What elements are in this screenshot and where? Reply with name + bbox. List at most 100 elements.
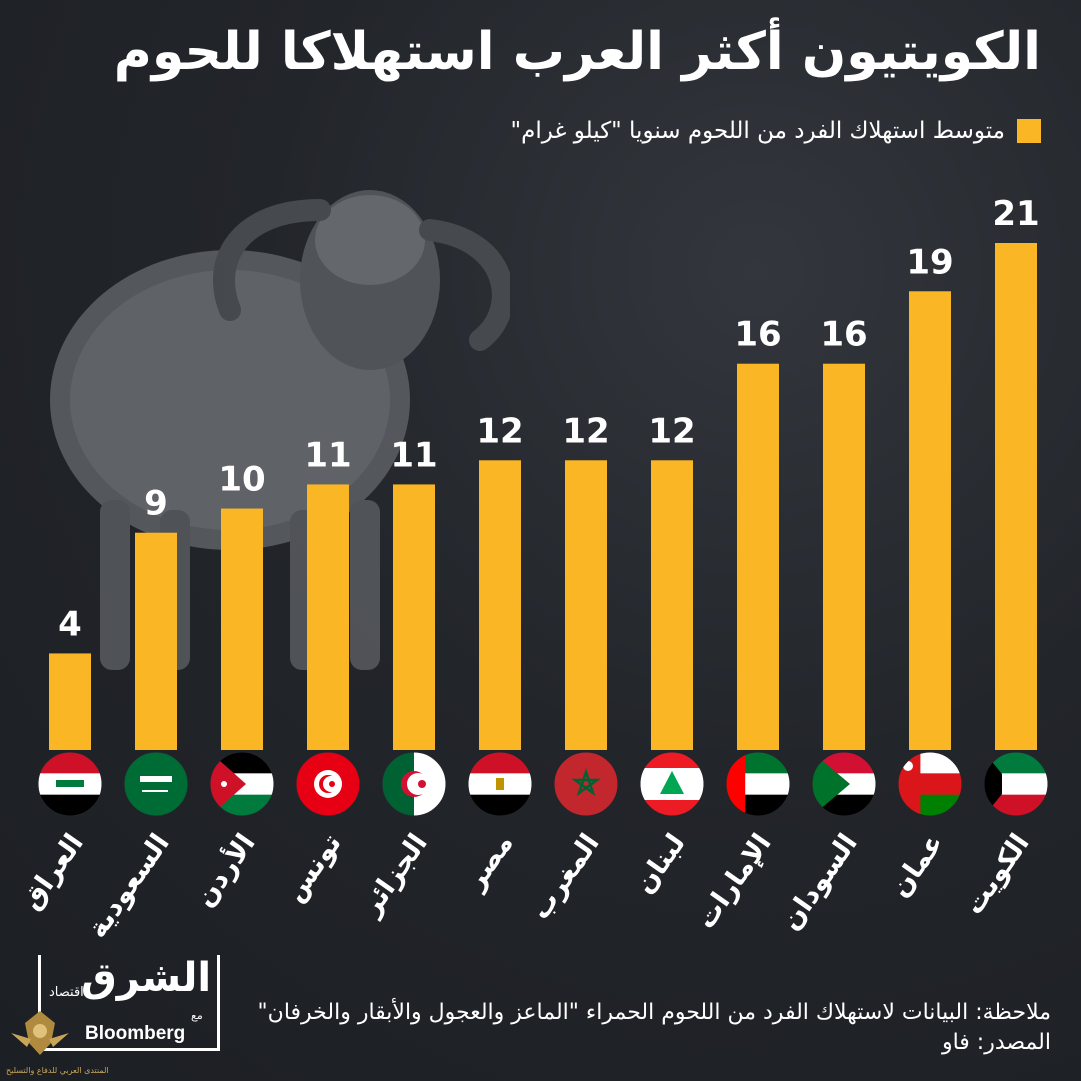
bar-value-label: 16 [820, 315, 867, 355]
note-text: ملاحظة: البيانات لاستهلاك الفرد من اللحو… [257, 1000, 1051, 1025]
bar-value-label: 12 [476, 411, 523, 451]
flag-icon [811, 751, 877, 817]
category-label: عمان [884, 828, 949, 903]
logo-with-text: مع [191, 1009, 203, 1022]
category-label: السودان [775, 828, 863, 936]
flag-icon [123, 751, 189, 817]
category-label: السعودية [82, 828, 176, 940]
flag-border [381, 751, 447, 817]
flag-stripe [468, 752, 532, 774]
flag-body [984, 752, 1048, 816]
legend-swatch [1017, 119, 1041, 143]
flag-border [209, 751, 275, 817]
category-label: مصر [459, 828, 520, 897]
flag-cedar [660, 771, 684, 794]
flag-border [897, 751, 963, 817]
flag-border [811, 751, 877, 817]
flag-icon [209, 751, 275, 817]
flag-body [210, 752, 274, 816]
bar [565, 460, 607, 750]
flag-body [468, 752, 532, 816]
bar [307, 484, 349, 750]
bar [135, 532, 177, 750]
bar-value-label: 9 [144, 484, 168, 524]
bar-value-label: 11 [390, 435, 437, 475]
sheep-illustration [50, 190, 510, 670]
bar [479, 460, 521, 750]
flag-border [123, 751, 189, 817]
flag-border [295, 751, 361, 817]
flag-border [553, 751, 619, 817]
flag-icon [897, 751, 963, 817]
flag-body [726, 752, 790, 816]
bar-value-label: 19 [906, 242, 953, 282]
flag-body [38, 752, 102, 816]
logo-sub-text: اقتصاد [49, 985, 84, 1000]
category-label: الكويت [958, 828, 1035, 920]
category-label: الأردن [188, 827, 262, 913]
flag-icon [983, 751, 1049, 817]
flag-border [467, 751, 533, 817]
category-label: الجزائر [355, 828, 434, 923]
bar-value-label: 16 [734, 315, 781, 355]
logo-partner-text: Bloomberg [85, 1023, 186, 1044]
bar-value-label: 11 [304, 435, 351, 475]
flag-stripe [984, 752, 1048, 774]
bar-value-label: 21 [992, 194, 1039, 234]
flag-icon [37, 751, 103, 817]
category-label: المغرب [525, 828, 606, 925]
bar-chart: 4 العراق 9 السعودية 10 الأردن 11 تونس 11 الجزائر 1… [16, 194, 1049, 940]
flag-stripe [640, 800, 704, 816]
emblem-text: المنتدى العربي للدفاع والتسليح [6, 1066, 109, 1075]
source-text: المصدر: فاو [941, 1030, 1051, 1055]
category-label: الإمارات [690, 828, 777, 934]
flag-stripe [38, 794, 102, 816]
bar [393, 484, 435, 750]
flag-field [124, 752, 188, 816]
flag-hoist [726, 752, 746, 816]
flag-stripe [38, 752, 102, 774]
flag-icon [553, 751, 619, 817]
flag-star [571, 768, 601, 797]
flag-border [639, 751, 705, 817]
bar [651, 460, 693, 750]
bar [49, 653, 91, 750]
flag-star [221, 781, 227, 787]
flag-icon [381, 751, 447, 817]
bar-value-label: 10 [218, 460, 265, 500]
legend: متوسط استهلاك الفرد من اللحوم سنويا "كيل… [511, 118, 1041, 144]
bar [221, 508, 263, 750]
flag-icon [295, 751, 361, 817]
category-label: لبنان [629, 828, 692, 899]
legend-label: متوسط استهلاك الفرد من اللحوم سنويا "كيل… [510, 118, 1005, 144]
flag-star [329, 781, 335, 787]
flag-stripe [468, 794, 532, 816]
flag-emblem [140, 776, 172, 782]
flag-icon [639, 751, 705, 817]
flag-field [554, 752, 618, 816]
asharq-logo: الشرق اقتصاد مع Bloomberg [38, 955, 220, 1051]
bar-value-label: 12 [562, 411, 609, 451]
flag-eagle [496, 778, 504, 790]
flag-stripe [640, 752, 704, 769]
flag-emblem [903, 761, 913, 771]
bar [737, 363, 779, 750]
flag-body [296, 752, 360, 816]
flag-body [812, 752, 876, 816]
flag-stripe [984, 794, 1048, 816]
footnote: ملاحظة: البيانات لاستهلاك الفرد من اللحو… [258, 998, 1051, 1058]
flag-border [37, 751, 103, 817]
flag-icon [725, 751, 791, 817]
flag-star [418, 780, 426, 788]
flag-body [898, 752, 962, 816]
bar [909, 291, 951, 750]
flag-body [554, 752, 618, 816]
flag-emblem [56, 780, 84, 787]
flag-body [124, 752, 188, 816]
forum-emblem-icon [11, 1011, 69, 1055]
category-label: العراق [16, 828, 90, 915]
flag-sword [142, 790, 168, 792]
bar [823, 363, 865, 750]
bar-value-label: 4 [58, 604, 82, 644]
flag-border [725, 751, 791, 817]
